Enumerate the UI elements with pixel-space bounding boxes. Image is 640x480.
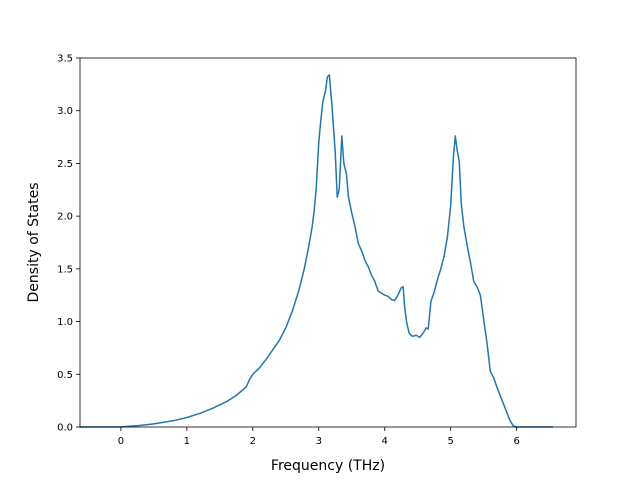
x-axis-ticks: 0 1 2 3 4 5 6: [118, 427, 520, 447]
y-axis-title: Density of States: [26, 183, 42, 303]
x-tick-label: 3: [316, 436, 322, 447]
x-tick-label: 1: [184, 436, 190, 447]
x-axis-title: Frequency (THz): [271, 458, 385, 474]
x-tick-label: 2: [250, 436, 256, 447]
y-tick-label: 1.0: [57, 317, 73, 328]
y-axis-ticks: 0.0 0.5 1.0 1.5 2.0 2.5 3.0 3.5: [57, 54, 80, 434]
x-tick-label: 6: [513, 436, 519, 447]
y-tick-label: 0.5: [57, 370, 73, 381]
x-tick-label: 4: [382, 436, 388, 447]
y-tick-label: 2.0: [57, 212, 73, 223]
plot-frame: [79, 57, 577, 428]
series-line-0: [80, 74, 553, 428]
y-tick-label: 3.0: [57, 106, 73, 117]
plot-area: [79, 57, 577, 428]
x-tick-label: 5: [447, 436, 453, 447]
y-tick-label: 1.5: [57, 264, 73, 275]
y-tick-label: 0.0: [57, 423, 73, 434]
y-tick-label: 2.5: [57, 159, 73, 170]
x-tick-label: 0: [118, 436, 124, 447]
y-tick-label: 3.5: [57, 54, 73, 65]
